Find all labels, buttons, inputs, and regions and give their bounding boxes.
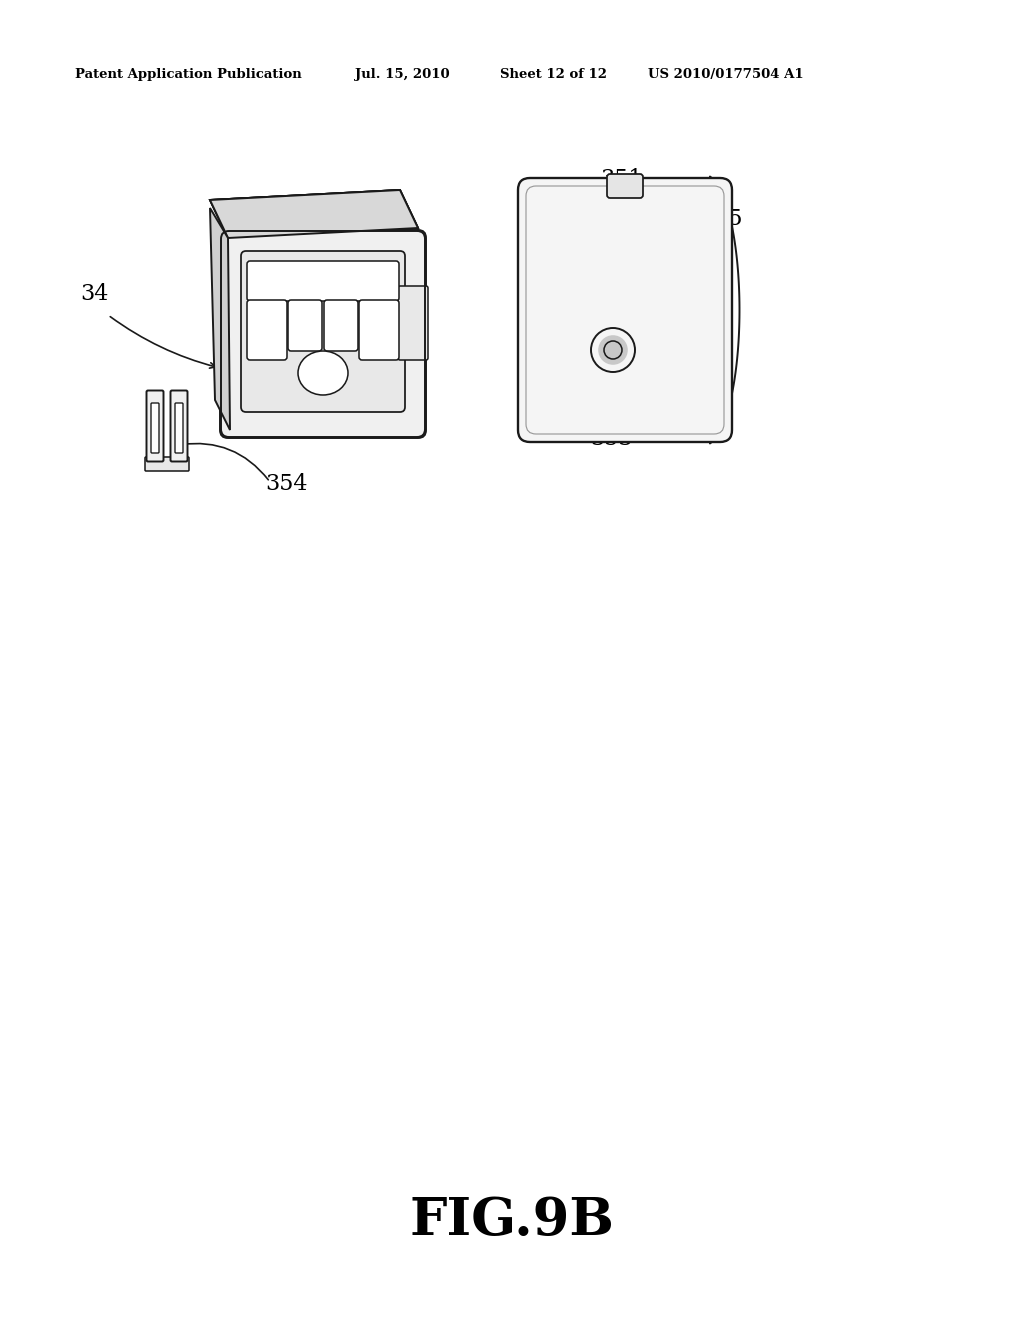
Text: Patent Application Publication: Patent Application Publication [75,69,302,81]
Text: 354: 354 [265,473,307,495]
FancyBboxPatch shape [607,174,643,198]
FancyBboxPatch shape [241,251,406,412]
FancyBboxPatch shape [146,391,164,462]
FancyBboxPatch shape [324,300,358,351]
Polygon shape [228,228,420,430]
Text: Sheet 12 of 12: Sheet 12 of 12 [500,69,607,81]
FancyBboxPatch shape [359,300,399,360]
Text: 355: 355 [700,209,742,230]
FancyBboxPatch shape [398,286,428,360]
Polygon shape [216,238,230,430]
FancyBboxPatch shape [247,261,399,301]
Text: 352: 352 [355,223,397,246]
FancyBboxPatch shape [288,300,322,351]
FancyBboxPatch shape [151,403,159,453]
Polygon shape [210,209,230,430]
FancyBboxPatch shape [175,403,183,453]
Text: Jul. 15, 2010: Jul. 15, 2010 [355,69,450,81]
Text: 34: 34 [80,282,109,305]
FancyBboxPatch shape [220,230,426,438]
Polygon shape [210,190,418,238]
Ellipse shape [298,351,348,395]
Circle shape [599,337,627,364]
Polygon shape [210,190,418,238]
Text: FIG.9B: FIG.9B [410,1195,614,1246]
FancyBboxPatch shape [518,178,732,442]
Text: 351: 351 [600,168,642,190]
FancyBboxPatch shape [247,300,287,360]
FancyBboxPatch shape [171,391,187,462]
Text: 353: 353 [590,428,633,450]
Text: US 2010/0177504 A1: US 2010/0177504 A1 [648,69,804,81]
FancyBboxPatch shape [145,457,189,471]
